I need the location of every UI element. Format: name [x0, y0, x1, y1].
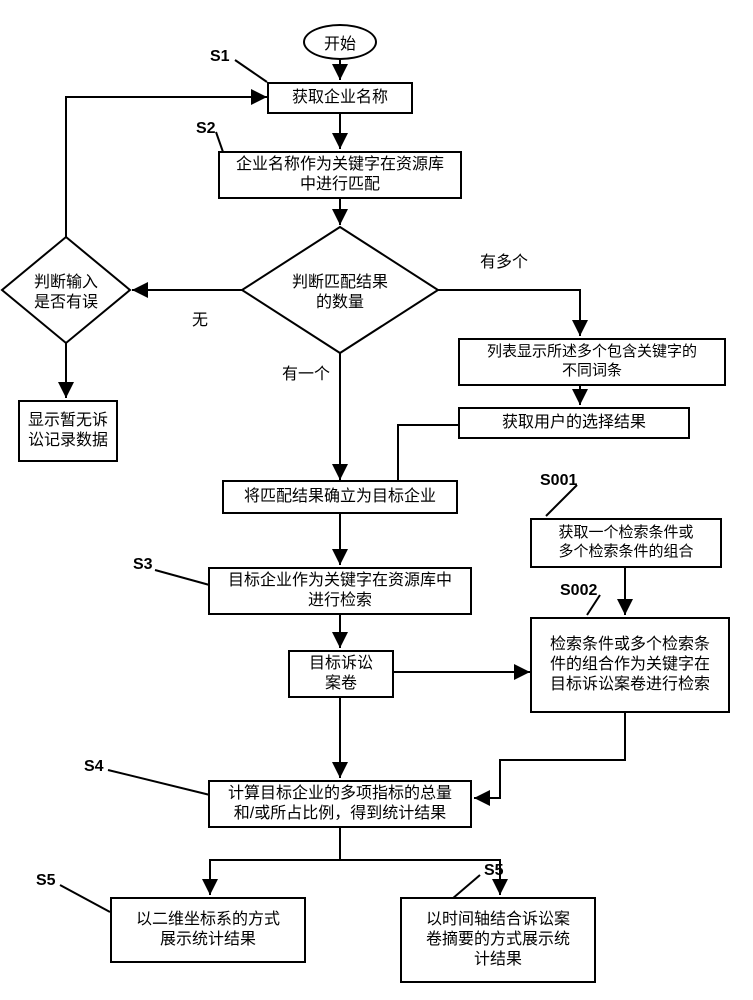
- node-s001-l1: 获取一个检索条件或: [558, 524, 693, 543]
- step-s1-label: S1: [210, 48, 230, 66]
- node-s002-l2: 件的组合作为关键字在: [550, 655, 710, 675]
- node-target-case-l2: 案卷: [309, 674, 373, 694]
- edge-none-label: 无: [192, 306, 208, 330]
- node-list-entries: 列表显示所述多个包含关键字的 不同词条: [458, 338, 726, 386]
- node-list-entries-l2: 不同词条: [487, 362, 697, 381]
- node-show-timeline: 以时间轴结合诉讼案 卷摘要的方式展示统 计结果: [400, 897, 596, 983]
- node-get-choice: 获取用户的选择结果: [458, 407, 690, 439]
- node-s001: 获取一个检索条件或 多个检索条件的组合: [530, 518, 722, 568]
- decision-input-error-text-2: 是否有误: [34, 293, 98, 311]
- edge-one-label: 有一个: [282, 360, 330, 384]
- node-show-2d-l2: 展示统计结果: [136, 930, 280, 950]
- node-show-timeline-l1: 以时间轴结合诉讼案: [426, 910, 570, 930]
- decision-match-count-text-1: 判断匹配结果: [292, 273, 388, 291]
- step-s4-label: S4: [84, 758, 104, 776]
- node-s002: 检索条件或多个检索条 件的组合作为关键字在 目标诉讼案卷进行检索: [530, 617, 730, 713]
- node-match-keyword-l2: 中进行匹配: [236, 175, 444, 195]
- node-s002-l3: 目标诉讼案卷进行检索: [550, 675, 710, 695]
- node-get-name-text: 获取企业名称: [292, 88, 388, 108]
- node-target-case-l1: 目标诉讼: [309, 654, 373, 674]
- node-s002-l1: 检索条件或多个检索条: [550, 635, 710, 655]
- node-target-case: 目标诉讼 案卷: [288, 650, 394, 698]
- step-s5b-label: S5: [484, 862, 504, 880]
- edge-many-label: 有多个: [480, 248, 528, 272]
- node-s001-l2: 多个检索条件的组合: [558, 543, 693, 562]
- step-s002-label: S002: [560, 582, 597, 600]
- node-match-keyword: 企业名称作为关键字在资源库 中进行匹配: [218, 151, 462, 199]
- node-get-name: 获取企业名称: [267, 82, 413, 114]
- node-calc-stats-l2: 和/或所占比例，得到统计结果: [228, 804, 452, 824]
- decision-input-error: [2, 237, 130, 343]
- decision-input-error-text-1: 判断输入: [34, 273, 98, 291]
- node-calc-stats: 计算目标企业的多项指标的总量 和/或所占比例，得到统计结果: [208, 780, 472, 828]
- node-no-record-l1: 显示暂无诉: [28, 411, 108, 431]
- node-no-record: 显示暂无诉 讼记录数据: [18, 400, 118, 462]
- start-node: 开始: [303, 24, 377, 60]
- step-s2-label: S2: [196, 120, 216, 138]
- step-s3-label: S3: [133, 556, 153, 574]
- node-match-keyword-l1: 企业名称作为关键字在资源库: [236, 155, 444, 175]
- node-set-target: 将匹配结果确立为目标企业: [222, 480, 458, 514]
- decision-match-count-text-2: 的数量: [316, 293, 364, 311]
- node-search-target: 目标企业作为关键字在资源库中 进行检索: [208, 567, 472, 615]
- decision-match-count: [242, 227, 438, 353]
- step-s5a-label: S5: [36, 872, 56, 890]
- node-show-2d: 以二维坐标系的方式 展示统计结果: [110, 897, 306, 963]
- node-show-timeline-l2: 卷摘要的方式展示统: [426, 930, 570, 950]
- node-search-target-l2: 进行检索: [228, 591, 452, 611]
- node-search-target-l1: 目标企业作为关键字在资源库中: [228, 571, 452, 591]
- step-s001-label: S001: [540, 472, 577, 490]
- node-list-entries-l1: 列表显示所述多个包含关键字的: [487, 343, 697, 362]
- node-set-target-text: 将匹配结果确立为目标企业: [244, 487, 436, 507]
- node-show-timeline-l3: 计结果: [426, 950, 570, 970]
- node-calc-stats-l1: 计算目标企业的多项指标的总量: [228, 784, 452, 804]
- node-get-choice-text: 获取用户的选择结果: [502, 413, 646, 433]
- start-label: 开始: [324, 30, 356, 54]
- node-no-record-l2: 讼记录数据: [28, 431, 108, 451]
- node-show-2d-l1: 以二维坐标系的方式: [136, 910, 280, 930]
